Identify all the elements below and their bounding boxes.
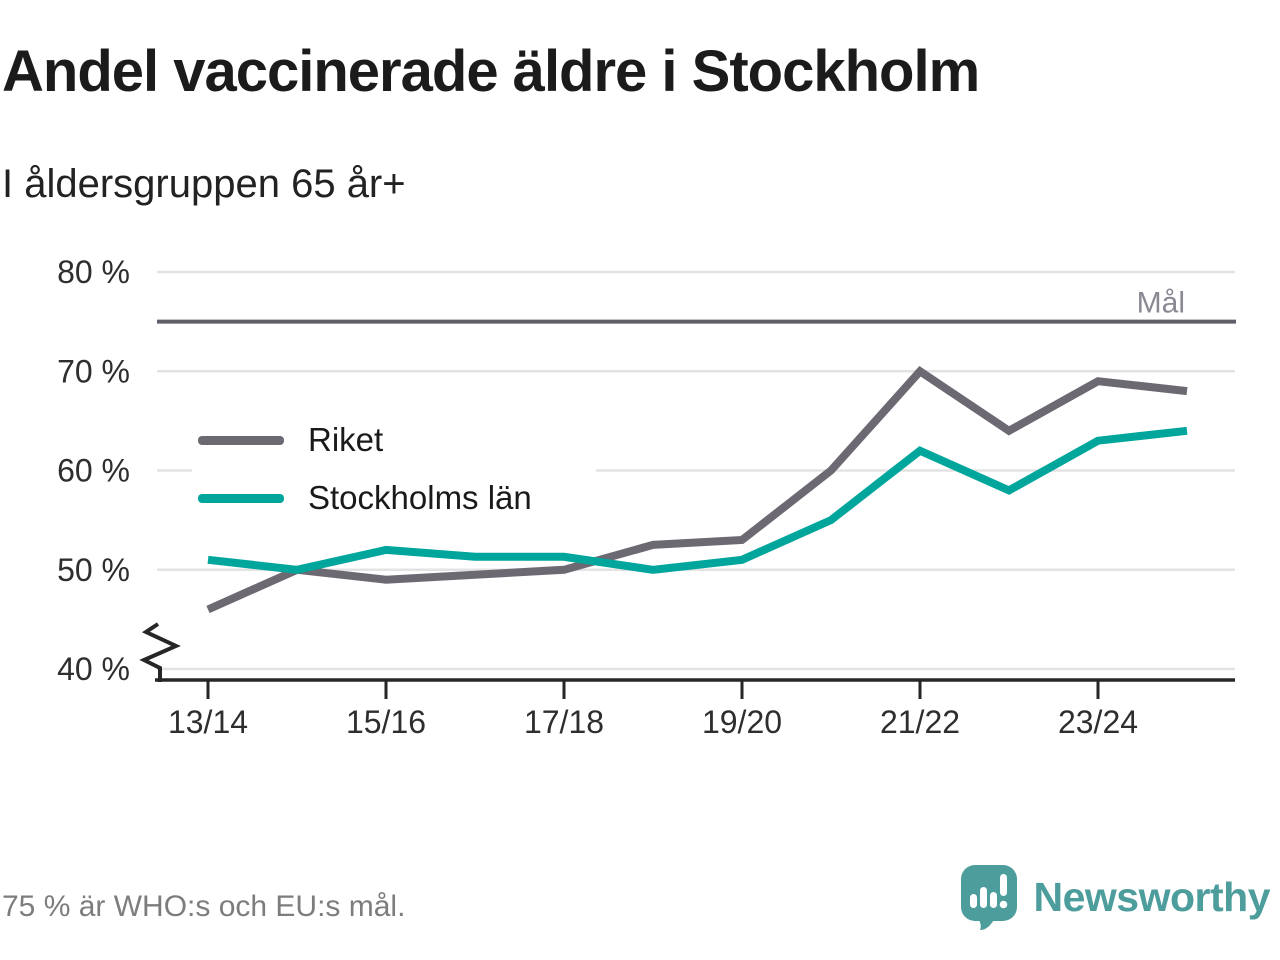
x-tick-label: 21/22 [880, 704, 960, 740]
legend-item-stockholms-lan: Stockholms län [198, 473, 596, 523]
line-chart: 40 % 50 % 60 % 70 % 80 % Mål 13/14 15/16 17/18 19… [0, 230, 1280, 760]
y-tick-label: 80 % [57, 254, 130, 290]
y-tick-label: 40 % [57, 651, 130, 687]
target-label: Mål [1137, 287, 1185, 320]
legend-label-riket: Riket [308, 421, 384, 458]
x-tick-label: 23/24 [1058, 704, 1138, 740]
x-tick-label: 15/16 [346, 704, 426, 740]
bar-chart-speech-bubble-icon [960, 865, 1017, 930]
series-line-riket [206, 366, 1188, 614]
x-tick-label: 13/14 [168, 704, 248, 740]
legend-label-stockholms-lan: Stockholms län [308, 479, 532, 516]
plot-area: 40 % 50 % 60 % 70 % 80 % Mål 13/14 15/16 17/18 19… [57, 254, 1236, 740]
x-tick-label: 17/18 [524, 704, 604, 740]
newsworthy-logo: Newsworthy [960, 864, 1271, 930]
series-line-stockholms-lan [207, 426, 1188, 574]
chart-legend: Riket Stockholms län [192, 413, 596, 529]
axis-break-icon [139, 622, 181, 682]
y-tick-label: 60 % [57, 453, 130, 489]
chart-title: Andel vaccinerade äldre i Stockholm [2, 39, 980, 104]
chart-subtitle: I åldersgruppen 65 år+ [2, 162, 406, 206]
legend-item-riket: Riket [198, 415, 596, 465]
y-tick-label: 50 % [57, 552, 130, 588]
newsworthy-wordmark: Newsworthy [1033, 873, 1271, 920]
stockholms-lan-line-swatch [198, 493, 284, 503]
y-tick-label: 70 % [57, 353, 130, 389]
riket-line-swatch [198, 435, 284, 445]
footnote: 75 % är WHO:s och EU:s mål. [2, 890, 406, 923]
x-tick-label: 19/20 [702, 704, 782, 740]
